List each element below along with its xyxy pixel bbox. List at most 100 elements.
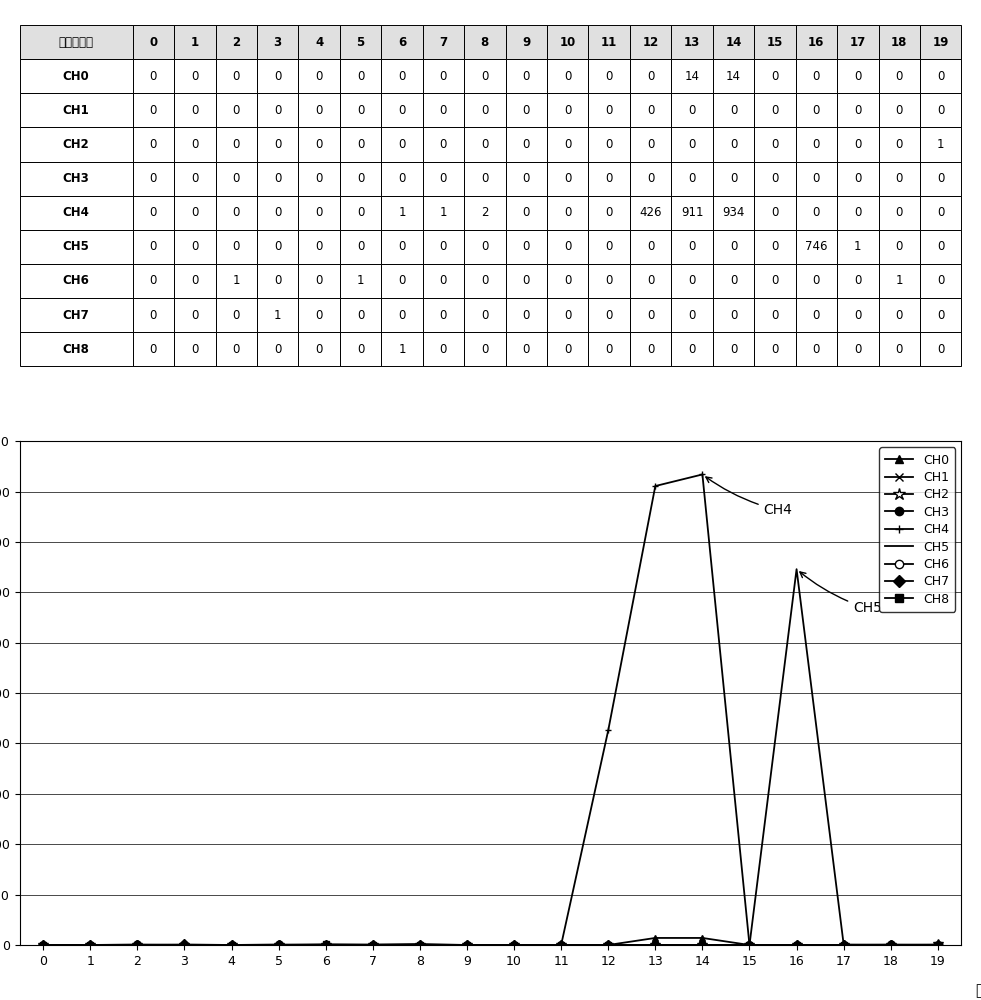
CH1 <box>508 939 520 951</box>
CH6 <box>744 939 755 951</box>
CH2 <box>744 939 755 951</box>
CH5 <box>508 939 520 951</box>
CH1 <box>932 939 944 951</box>
Line: CH8: CH8 <box>39 941 942 948</box>
CH6 <box>37 939 49 951</box>
CH8 <box>932 939 944 951</box>
CH4 <box>367 938 379 950</box>
CH1 <box>226 939 237 951</box>
CH7 <box>838 939 850 951</box>
CH7 <box>320 939 332 951</box>
CH8 <box>838 939 850 951</box>
CH8 <box>37 939 49 951</box>
CH8 <box>226 939 237 951</box>
CH3 <box>367 939 379 951</box>
CH5 <box>791 563 802 575</box>
CH0 <box>932 939 944 951</box>
CH2 <box>555 939 567 951</box>
CH1 <box>602 939 614 951</box>
CH3 <box>508 939 520 951</box>
CH6 <box>791 939 802 951</box>
CH0 <box>602 939 614 951</box>
CH0 <box>461 939 473 951</box>
CH5 <box>273 939 284 951</box>
CH7 <box>649 939 661 951</box>
CH2 <box>320 939 332 951</box>
CH0 <box>744 939 755 951</box>
Text: 时刻: 时刻 <box>975 983 981 998</box>
CH5 <box>885 939 897 951</box>
CH7 <box>179 938 190 950</box>
CH4 <box>932 939 944 951</box>
CH0 <box>838 939 850 951</box>
CH6 <box>320 939 332 951</box>
CH7 <box>744 939 755 951</box>
CH8 <box>131 939 143 951</box>
CH2 <box>508 939 520 951</box>
Legend: CH0, CH1, CH2, CH3, CH4, CH5, CH6, CH7, CH8: CH0, CH1, CH2, CH3, CH4, CH5, CH6, CH7, … <box>879 447 955 612</box>
CH7 <box>791 939 802 951</box>
CH6 <box>131 938 143 950</box>
CH2 <box>791 939 802 951</box>
CH8 <box>179 939 190 951</box>
CH0 <box>697 932 708 944</box>
CH8 <box>697 939 708 951</box>
CH1 <box>555 939 567 951</box>
CH3 <box>414 939 426 951</box>
CH4 <box>885 939 897 951</box>
CH4 <box>226 939 237 951</box>
CH7 <box>84 939 96 951</box>
CH8 <box>602 939 614 951</box>
CH7 <box>697 939 708 951</box>
CH2 <box>461 939 473 951</box>
CH0 <box>273 939 284 951</box>
CH3 <box>37 939 49 951</box>
CH1 <box>37 939 49 951</box>
CH4 <box>602 724 614 736</box>
CH3 <box>84 939 96 951</box>
CH4 <box>697 468 708 480</box>
CH6 <box>885 938 897 950</box>
CH5 <box>131 939 143 951</box>
CH1 <box>838 939 850 951</box>
CH6 <box>461 939 473 951</box>
CH7 <box>555 939 567 951</box>
CH5 <box>838 938 850 950</box>
CH4 <box>37 939 49 951</box>
Line: CH2: CH2 <box>38 940 943 950</box>
CH3 <box>649 939 661 951</box>
CH7 <box>602 939 614 951</box>
Line: CH3: CH3 <box>39 942 942 948</box>
CH8 <box>744 939 755 951</box>
CH5 <box>649 939 661 951</box>
CH6 <box>226 939 237 951</box>
CH6 <box>273 938 284 950</box>
CH1 <box>273 939 284 951</box>
CH4 <box>649 480 661 492</box>
CH1 <box>414 939 426 951</box>
CH0 <box>885 939 897 951</box>
CH8 <box>885 939 897 951</box>
CH0 <box>320 939 332 951</box>
CH8 <box>649 939 661 951</box>
CH1 <box>744 939 755 951</box>
CH8 <box>367 939 379 951</box>
CH2 <box>131 939 143 951</box>
CH4 <box>179 939 190 951</box>
CH1 <box>791 939 802 951</box>
CH1 <box>131 939 143 951</box>
CH6 <box>555 939 567 951</box>
CH1 <box>461 939 473 951</box>
CH5 <box>602 939 614 951</box>
CH2 <box>273 939 284 951</box>
CH4 <box>414 938 426 950</box>
CH3 <box>697 939 708 951</box>
CH8 <box>508 939 520 951</box>
CH4 <box>555 939 567 951</box>
CH2 <box>697 939 708 951</box>
CH5 <box>414 939 426 951</box>
CH7 <box>273 939 284 951</box>
CH5 <box>367 939 379 951</box>
CH0 <box>414 939 426 951</box>
CH6 <box>179 939 190 951</box>
